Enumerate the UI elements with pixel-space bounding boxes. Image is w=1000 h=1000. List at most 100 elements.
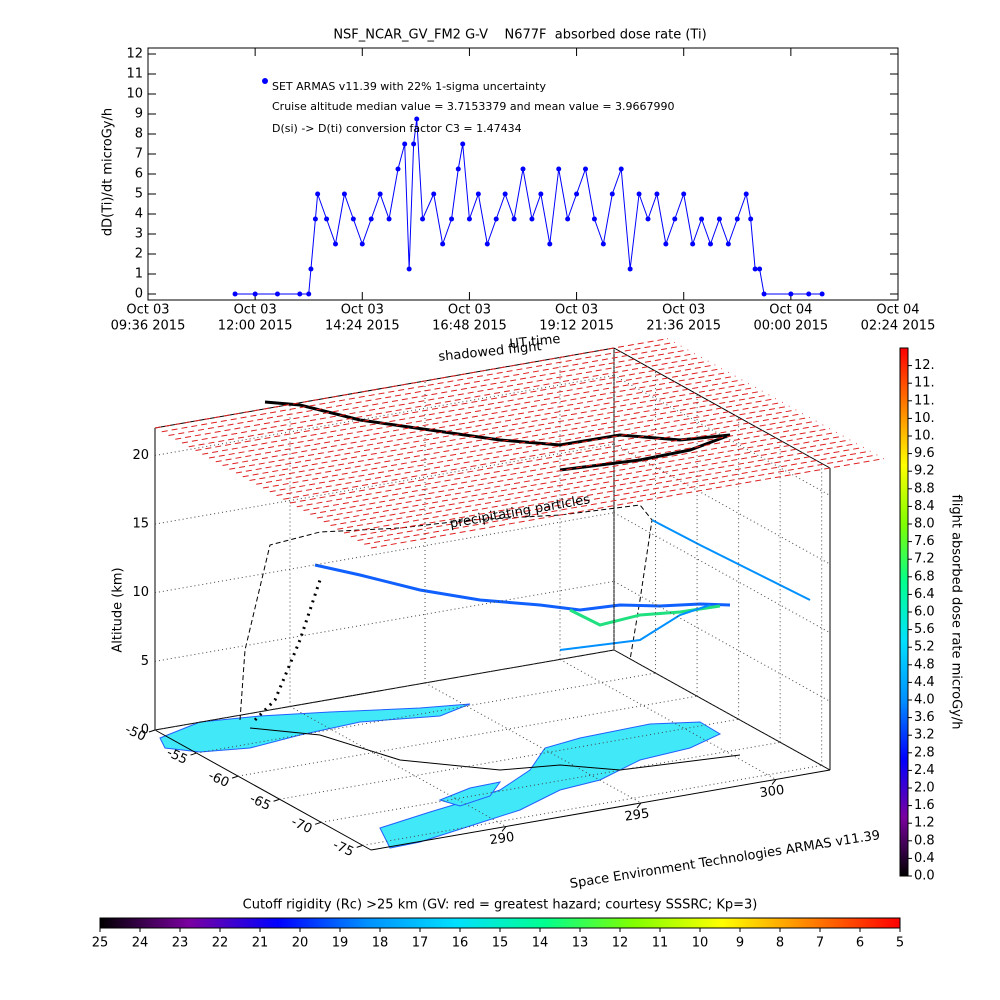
- data-point: [414, 116, 420, 122]
- data-point: [609, 191, 615, 197]
- x-tick-label: 12:00 2015: [218, 319, 293, 334]
- data-point: [547, 241, 553, 247]
- data-point: [654, 191, 660, 197]
- colorbar-tick-label: 20: [292, 936, 309, 951]
- data-point: [466, 216, 472, 222]
- hazard-plane: [289, 413, 804, 504]
- hazard-plane: [343, 443, 858, 534]
- colorbar-tick-label: 16: [452, 936, 469, 951]
- track-floor: [249, 727, 741, 771]
- base-map: [159, 703, 722, 849]
- colorbar: [899, 347, 909, 877]
- colorbar-tick-label: 4.0: [914, 693, 935, 708]
- colorbar-tick-label: 7.6: [914, 534, 935, 549]
- colorbar-tick-label: 1.6: [914, 798, 935, 813]
- hazard-plane: [242, 386, 756, 478]
- y-tick-label: 8: [135, 127, 143, 142]
- annotation: Space Environment Technologies ARMAS v11…: [569, 828, 881, 892]
- data-point: [475, 191, 481, 197]
- x-tick-label: Oct 03: [234, 303, 277, 318]
- y-tick-label: 11: [126, 67, 143, 82]
- y-tick: [314, 821, 322, 825]
- y-tick-label: -60: [206, 768, 232, 791]
- x-tick-label: 16:48 2015: [432, 319, 507, 334]
- hazard-plane: [188, 356, 702, 448]
- colorbar-tick-label: 25: [92, 936, 109, 951]
- data-point: [538, 191, 544, 197]
- hazard-plane: [215, 371, 729, 463]
- data-point: [406, 266, 412, 272]
- data-point: [600, 241, 606, 247]
- colorbar-tick-label: 11.: [914, 393, 935, 408]
- z-axis-label: Altitude (km): [111, 567, 126, 652]
- data-point: [591, 216, 597, 222]
- data-point: [493, 216, 499, 222]
- data-point: [690, 241, 696, 247]
- hazard-plane: [323, 431, 837, 523]
- data-point: [520, 166, 526, 172]
- land-patch: [159, 703, 471, 753]
- grid-line: [154, 512, 615, 594]
- track-dose: [559, 604, 711, 651]
- x-tick: [771, 779, 777, 785]
- colorbar-tick-label: 15: [492, 936, 509, 951]
- grid-line: [196, 672, 656, 754]
- grid-line: [154, 580, 615, 662]
- x-tick-label: Oct 03: [341, 303, 384, 318]
- data-point: [681, 191, 687, 197]
- x-tick-label: 00:00 2015: [754, 319, 829, 334]
- hazard-plane: [222, 375, 736, 466]
- hazard-plane: [310, 424, 824, 515]
- colorbar-tick-label: 8: [776, 936, 784, 951]
- data-point: [565, 216, 571, 222]
- colorbar-tick-label: 3.6: [914, 710, 935, 725]
- track-shadow: [253, 579, 322, 722]
- z-tick-label: 5: [141, 654, 149, 669]
- colorbar-tick-label: 6.4: [914, 587, 935, 602]
- data-line: [235, 118, 823, 295]
- hazard-plane: [195, 360, 709, 451]
- x-tick: [501, 826, 507, 832]
- colorbar-tick-label: 2.8: [914, 745, 935, 760]
- track-dose: [651, 519, 811, 601]
- data-point: [672, 216, 678, 222]
- colorbar-tick-label: 11: [652, 936, 669, 951]
- y-tick-label: -75: [330, 838, 356, 861]
- data-point: [748, 216, 754, 222]
- colorbar-tick-label: 11.: [914, 376, 935, 391]
- grid-line: [362, 764, 822, 846]
- data-point: [297, 291, 303, 297]
- x-tick-label: 19:12 2015: [539, 319, 614, 334]
- hazard-plane: [296, 416, 810, 508]
- data-point: [663, 241, 669, 247]
- x-tick-label: Oct 04: [876, 303, 919, 318]
- hazard-plane: [303, 420, 817, 511]
- chart-title: NSF_NCAR_GV_FM2 G-V N677F absorbed dose …: [333, 28, 706, 43]
- hazard-plane: [316, 428, 831, 519]
- colorbar-tick-label: 6.0: [914, 605, 935, 620]
- y-tick: [273, 798, 280, 802]
- data-point: [449, 216, 455, 222]
- grid-line: [237, 695, 698, 777]
- data-point: [232, 291, 238, 297]
- colorbar-tick-label: 0.0: [914, 869, 935, 884]
- colorbar-title: Cutoff rigidity (Rc) >25 km (GV: red = g…: [243, 898, 758, 913]
- hazard-plane: [269, 401, 783, 493]
- x-tick-label: 02:24 2015: [861, 319, 936, 334]
- data-point: [757, 266, 763, 272]
- data-point: [806, 291, 812, 297]
- data-point: [636, 191, 642, 197]
- colorbar-tick-label: 12.: [914, 358, 935, 373]
- colorbar-tick-label: 10.: [914, 411, 935, 426]
- data-point: [252, 291, 258, 297]
- colorbar-tick-label: 0.4: [914, 851, 935, 866]
- hazard-plane: [235, 383, 750, 474]
- data-point: [556, 166, 562, 172]
- legend-label: SET ARMAS v11.39 with 22% 1-sigma uncert…: [272, 80, 546, 93]
- x-tick-label: Oct 04: [769, 303, 812, 318]
- data-point: [708, 241, 713, 247]
- colorbar-tick-label: 2.4: [914, 763, 935, 778]
- legend-marker: [262, 78, 268, 84]
- annotation: UT time: [509, 332, 561, 352]
